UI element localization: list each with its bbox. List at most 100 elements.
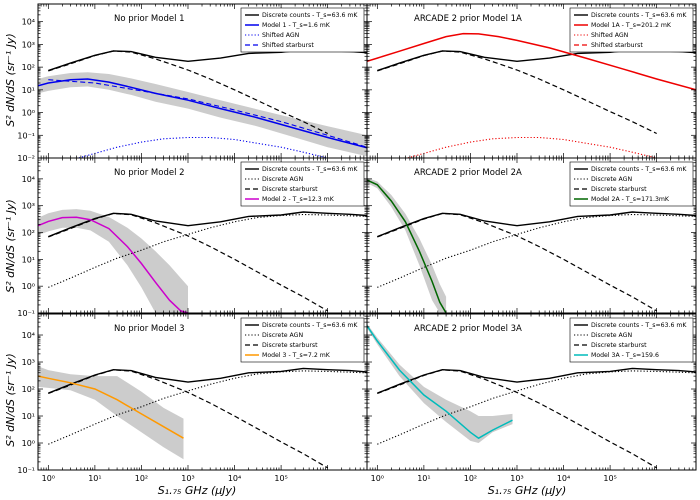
legend-label: Discrete starburst xyxy=(262,342,318,349)
discrete-starburst-line xyxy=(48,212,329,312)
y-tick-label: 10⁰ xyxy=(22,282,35,291)
panel-5: 10⁻¹ 10⁰ 10¹ 10² 10³ 10⁴ 10⁰ 10¹ 10² 10³ 10⁴ 10⁵ No … xyxy=(17,313,368,483)
model-line xyxy=(367,32,696,91)
panel-title: ARCADE 2 prior Model 3A xyxy=(414,324,522,334)
uncertainty-band xyxy=(38,209,188,313)
y-tick-label: 10⁻¹ xyxy=(17,466,35,475)
legend-label: Model 3 - T_s=7.2 mK xyxy=(262,352,331,359)
model-line xyxy=(367,179,447,313)
legend-box xyxy=(569,317,694,363)
panel-2: ARCADE 2 prior Model 1A Discrete counts -… xyxy=(366,3,697,159)
uncertainty-band xyxy=(38,72,367,157)
model-line xyxy=(367,325,513,440)
y-axis-label-bottom: S² dN/dS (sr⁻¹ Jy) xyxy=(4,353,17,447)
y-tick-label: 10¹ xyxy=(22,255,35,264)
x-axis-label-right: S₁.₇₅ GHz (μJy) xyxy=(488,484,567,497)
legend-label: Shifted AGN xyxy=(262,32,300,39)
legend-label: Shifted starburst xyxy=(262,42,314,49)
legend-label: Discrete counts - T_s=63.6 mK xyxy=(262,322,358,329)
plot-area xyxy=(367,323,696,469)
plot-area xyxy=(38,49,367,158)
y-tick-label: 10⁰ xyxy=(22,439,35,448)
discrete-starburst-line xyxy=(377,369,658,469)
y-tick-label: 10¹ xyxy=(22,412,35,421)
model-line xyxy=(38,216,189,313)
legend-label: Model 2 - T_s=12.3 mK xyxy=(262,196,335,203)
panel-title: No prior Model 2 xyxy=(114,168,185,178)
discrete-agn-line xyxy=(377,213,696,288)
legend-label: Discrete counts - T_s=63.6 mK xyxy=(262,166,358,173)
y-tick-label: 10⁴ xyxy=(22,331,35,340)
x-tick-label: 10¹ xyxy=(417,474,430,483)
panel-title: No prior Model 3 xyxy=(114,324,185,334)
y-tick-label: 10⁴ xyxy=(22,18,35,27)
plot-area xyxy=(38,366,367,469)
panel-title: ARCADE 2 prior Model 1A xyxy=(414,14,522,24)
legend-label: Discrete counts - T_s=63.6 mK xyxy=(591,12,687,19)
x-tick-label: 10² xyxy=(464,474,477,483)
plot-area xyxy=(38,209,367,313)
axes-frame xyxy=(366,157,697,314)
plot-area xyxy=(367,32,696,158)
model-line xyxy=(38,78,367,149)
uncertainty-band xyxy=(367,323,513,443)
panel-title: No prior Model 1 xyxy=(114,14,185,24)
y-axis-label-mid: S² dN/dS (sr⁻¹ Jy) xyxy=(4,199,17,293)
discrete-counts-line xyxy=(377,367,696,394)
y-tick-label: 10² xyxy=(22,229,35,238)
y-tick-label: 10² xyxy=(22,63,35,72)
axes-frame xyxy=(366,313,697,471)
legend-label: Discrete AGN xyxy=(262,332,303,339)
legend-label: Shifted starburst xyxy=(591,42,643,49)
y-tick-label: 10³ xyxy=(22,40,35,49)
y-tick-label: 10² xyxy=(22,385,35,394)
legend-label: Discrete AGN xyxy=(591,332,632,339)
legend-label: Shifted AGN xyxy=(591,32,629,39)
legend-label: Discrete AGN xyxy=(591,176,632,183)
y-tick-label: 10³ xyxy=(22,358,35,367)
discrete-counts-line xyxy=(48,211,367,238)
panels-group: 10⁻² 10⁻¹ 10⁰ 10¹ 10² 10³ 10⁴ No prior Model 1 D… xyxy=(17,3,697,483)
discrete-starburst-line xyxy=(48,50,328,135)
discrete-counts-line xyxy=(48,367,367,394)
legend-label: Model 1 - T_s=1.6 mK xyxy=(262,22,331,29)
legend-label: Model 3A - T_s=159.6 xyxy=(591,352,659,359)
panel-3: 10⁻¹ 10⁰ 10¹ 10² 10³ 10⁴ No prior Model 2 Discr… xyxy=(17,157,368,318)
discrete-counts-line xyxy=(377,49,696,72)
legend-box xyxy=(569,161,694,207)
legend-box xyxy=(240,7,365,53)
legend-label: Discrete starburst xyxy=(591,186,647,193)
legend-label: Discrete counts - T_s=63.6 mK xyxy=(591,166,687,173)
discrete-starburst-line xyxy=(377,212,658,312)
x-tick-label: 10⁵ xyxy=(603,474,616,483)
discrete-agn-line xyxy=(48,213,367,288)
y-tick-label: 10⁻¹ xyxy=(17,309,35,318)
x-tick-label: 10⁴ xyxy=(228,474,241,483)
y-tick-label: 10¹ xyxy=(22,86,35,95)
panel-4: ARCADE 2 prior Model 2A Discrete counts -… xyxy=(366,157,697,314)
x-tick-label: 10³ xyxy=(181,474,194,483)
panel-6: 10⁰ 10¹ 10² 10³ 10⁴ 10⁵ ARCADE 2 prior Model 3… xyxy=(366,313,697,483)
panel-title: ARCADE 2 prior Model 2A xyxy=(414,168,522,178)
legend-label: Model 1A - T_s=201.2 mK xyxy=(591,22,672,29)
plot-area xyxy=(367,177,696,313)
legend-label: Discrete counts - T_s=63.6 mK xyxy=(591,322,687,329)
y-axis-label-top: S² dN/dS (sr⁻¹ Jy) xyxy=(4,33,17,127)
legend-label: Discrete starburst xyxy=(591,342,647,349)
discrete-agn-line xyxy=(377,370,696,445)
legend-label: Discrete starburst xyxy=(262,186,318,193)
x-tick-label: 10² xyxy=(135,474,148,483)
legend-box xyxy=(240,317,365,363)
x-tick-label: 10⁰ xyxy=(371,474,384,483)
legend-label: Model 2A - T_s=171.3mK xyxy=(591,196,670,203)
y-tick-label: 10³ xyxy=(22,202,35,211)
uncertainty-band xyxy=(367,177,447,313)
discrete-counts-line xyxy=(377,211,696,238)
discrete-starburst-line xyxy=(48,369,329,469)
x-tick-label: 10⁴ xyxy=(557,474,570,483)
uncertainty-band xyxy=(38,366,184,460)
legend-label: Discrete AGN xyxy=(262,176,303,183)
y-tick-label: 10⁴ xyxy=(22,175,35,184)
legend-label: Discrete counts - T_s=63.6 mK xyxy=(262,12,358,19)
panel-1: 10⁻² 10⁻¹ 10⁰ 10¹ 10² 10³ 10⁴ No prior Model 1 D… xyxy=(17,3,368,163)
